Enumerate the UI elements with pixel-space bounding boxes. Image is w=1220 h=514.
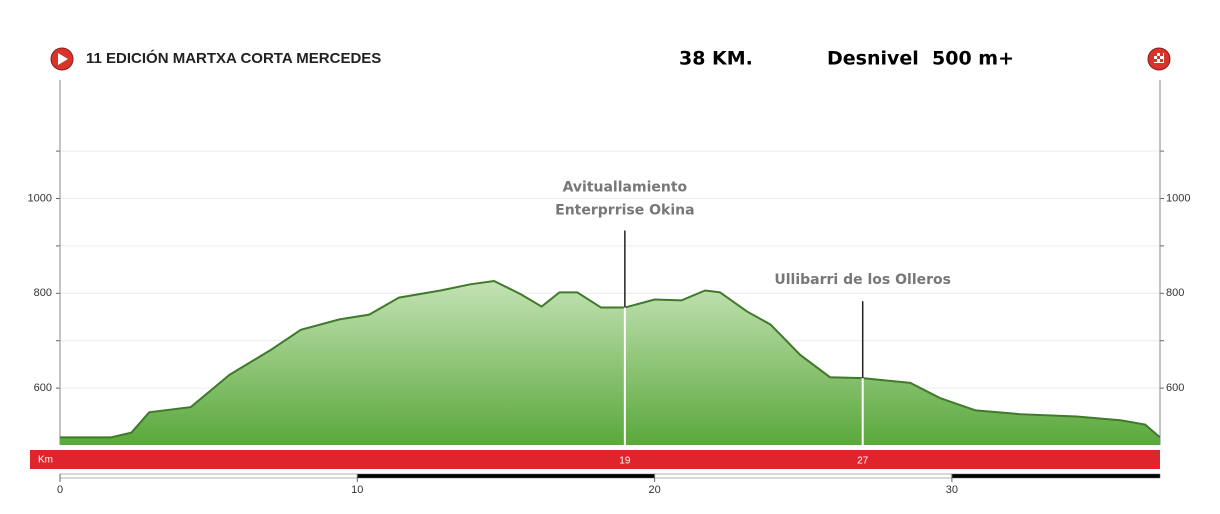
y-tick-label: 600 (34, 382, 52, 394)
x-tick-label: 0 (57, 484, 63, 496)
y2-tick-label: 800 (1166, 287, 1184, 299)
annotation-km: 27 (857, 456, 869, 467)
km-label: Km (38, 455, 53, 466)
finish-icon (1147, 47, 1171, 71)
distance-segment (59, 473, 358, 479)
profile-line (60, 279, 1161, 439)
annotation-text: Ullibarri de los Olleros (774, 272, 951, 288)
km-bar (30, 450, 1160, 469)
x-tick-label: 30 (946, 484, 958, 496)
climb: Desnivel 500 m+ (827, 48, 1014, 70)
start-icon (50, 47, 74, 71)
annotation-text: Enterprrise Okina (555, 203, 694, 219)
y-tick-label: 1000 (28, 192, 52, 204)
y2-tick-label: 600 (1166, 382, 1184, 394)
distance-segment (951, 473, 1161, 479)
y-tick-label: 800 (34, 287, 52, 299)
x-tick-label: 20 (648, 484, 660, 496)
y2-tick-label: 1000 (1166, 192, 1190, 204)
annotation-km: 19 (619, 456, 631, 467)
distance: 38 KM. (679, 48, 753, 70)
area-fill (60, 280, 1160, 445)
chart-title: 11 EDICIÓN MARTXA CORTA MERCEDES (86, 49, 381, 67)
annotation-text: Avituallamiento (563, 180, 688, 196)
distance-segment (357, 473, 655, 479)
distance-segment (654, 473, 953, 479)
x-tick-label: 10 (351, 484, 363, 496)
